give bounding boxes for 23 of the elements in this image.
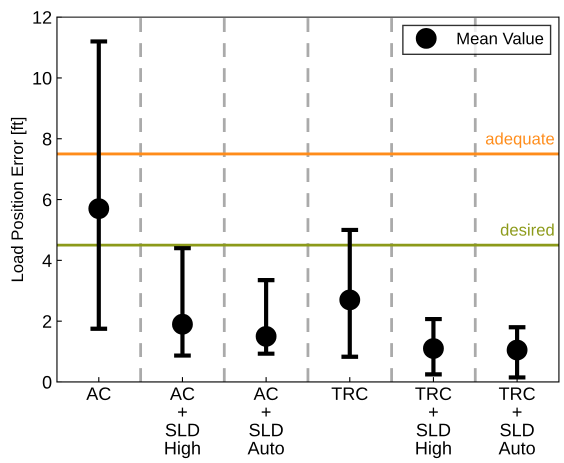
ref-line-label: desired [500,224,554,236]
x-tick-label: TRC + SLD High [415,387,452,458]
y-tick-label: 6 [42,193,52,206]
point [88,198,110,220]
x-tick-label: TRC + SLD Auto [498,387,535,455]
point [339,289,360,310]
x-tick-label: AC + SLD Auto [248,387,284,455]
ref-line-label: adequate [486,132,554,148]
point [423,338,444,359]
y-axis-title: Load Position Error [ft] [10,118,26,282]
x-tick-label: AC [86,387,111,400]
y-tick-label: 10 [33,72,52,85]
y-tick-label: 12 [33,11,52,24]
legend-label: Mean Value [458,32,544,44]
point [172,314,193,335]
y-tick-label: 2 [42,315,52,328]
y-tick-label: 8 [42,132,52,146]
y-tick-label: 4 [42,254,52,267]
point [506,340,528,360]
x-tick-label: AC + SLD High [165,387,200,458]
x-tick-label: TRC [332,387,368,400]
y-tick-label: 0 [42,376,52,389]
point [256,326,277,347]
